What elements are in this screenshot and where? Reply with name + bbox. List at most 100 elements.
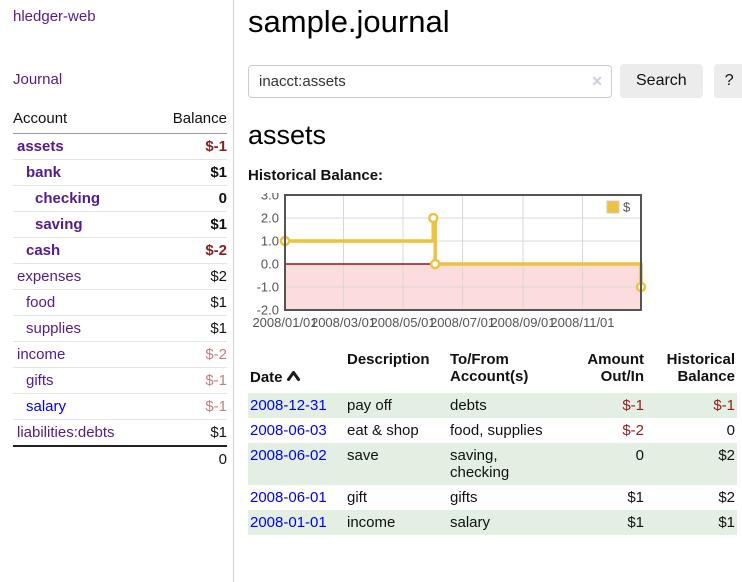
svg-text:0.0: 0.0 bbox=[261, 257, 279, 272]
svg-text:2.0: 2.0 bbox=[261, 211, 279, 226]
txn-balance: $2 bbox=[718, 447, 735, 464]
account-link[interactable]: checking bbox=[35, 190, 101, 207]
transaction-row: 2008-06-01 gift gifts $1 $2 bbox=[248, 485, 737, 510]
txn-header-amount[interactable]: Amount Out/In bbox=[587, 351, 644, 385]
account-row: income $-2 bbox=[13, 341, 227, 368]
app-title-link[interactable]: hledger-web bbox=[13, 8, 96, 25]
txn-header-date[interactable]: Date bbox=[248, 349, 345, 393]
txn-accounts: gifts bbox=[450, 489, 478, 506]
txn-header-accounts[interactable]: To/From Account(s) bbox=[450, 351, 529, 385]
txn-description: pay off bbox=[347, 397, 392, 414]
account-balance: $1 bbox=[152, 315, 227, 342]
page-title: sample.journal bbox=[248, 4, 450, 39]
svg-text:$: $ bbox=[623, 200, 631, 215]
txn-amount: 0 bbox=[635, 447, 644, 464]
txn-balance: $2 bbox=[718, 489, 735, 506]
chart-title: Historical Balance: bbox=[248, 167, 384, 184]
transaction-row: 2008-01-01 income salary $1 $1 bbox=[248, 510, 737, 535]
account-balance: $-1 bbox=[152, 367, 227, 394]
txn-description: gift bbox=[347, 489, 368, 506]
account-link[interactable]: income bbox=[17, 346, 66, 363]
txn-header-description[interactable]: Description bbox=[347, 351, 430, 368]
account-row: food $1 bbox=[13, 289, 227, 316]
txn-date-link[interactable]: 2008-01-01 bbox=[250, 514, 327, 531]
historical-balance-chart: $3.0 2.0 1.0 0.0 -1.0 -2.0 2008/01/01 2008/03/0… bbox=[248, 193, 648, 335]
svg-text:2008/09/01: 2008/09/01 bbox=[490, 315, 555, 330]
sort-asc-icon bbox=[286, 368, 300, 385]
chart-legend: $ bbox=[606, 200, 631, 215]
search-box: ✕ bbox=[248, 64, 612, 98]
account-link[interactable]: salary bbox=[26, 398, 67, 415]
txn-amount: $-2 bbox=[622, 422, 644, 439]
accounts-table: Account Balance assets $-1 bank $1 checking 0… bbox=[13, 106, 227, 472]
txn-accounts: salary bbox=[450, 514, 491, 531]
help-button[interactable]: ? bbox=[713, 64, 742, 98]
search-button[interactable]: Search bbox=[620, 64, 703, 98]
account-balance: $-2 bbox=[152, 237, 227, 264]
txn-date-link[interactable]: 2008-06-01 bbox=[250, 489, 327, 506]
search-form: ✕ Search ? bbox=[248, 64, 742, 98]
txn-description: income bbox=[347, 514, 396, 531]
account-link[interactable]: gifts bbox=[26, 372, 54, 389]
txn-balance: $1 bbox=[718, 514, 735, 531]
account-link[interactable]: saving bbox=[35, 216, 83, 233]
account-balance: $1 bbox=[152, 211, 227, 238]
sidebar-item-journal[interactable]: Journal bbox=[13, 71, 63, 88]
txn-amount: $1 bbox=[627, 514, 644, 531]
accounts-total-row: 0 bbox=[13, 445, 227, 472]
account-link[interactable]: bank bbox=[26, 164, 62, 181]
account-link[interactable]: food bbox=[26, 294, 56, 311]
account-link[interactable]: assets bbox=[17, 138, 64, 155]
txn-amount: $-1 bbox=[622, 397, 644, 414]
clear-search-icon[interactable]: ✕ bbox=[591, 72, 603, 89]
txn-balance: $-1 bbox=[713, 397, 735, 414]
txn-header-balance[interactable]: Historical Balance bbox=[666, 351, 735, 385]
data-point-marker bbox=[429, 258, 441, 270]
accounts-total-balance: 0 bbox=[152, 445, 227, 472]
account-balance: $1 bbox=[152, 289, 227, 316]
transaction-row: 2008-12-31 pay off debts $-1 $-1 bbox=[248, 393, 737, 418]
account-balance: 0 bbox=[152, 185, 227, 212]
account-row: saving $1 bbox=[13, 211, 227, 238]
transaction-row: 2008-06-02 save saving, checking 0 $2 bbox=[248, 443, 737, 485]
account-row: assets $-1 bbox=[13, 134, 227, 160]
txn-accounts: food, supplies bbox=[450, 422, 543, 439]
sidebar: hledger-web Journal Account Balance asse… bbox=[0, 0, 234, 582]
svg-text:2008/01/01: 2008/01/01 bbox=[252, 315, 317, 330]
account-balance: $-1 bbox=[152, 393, 227, 420]
txn-amount: $1 bbox=[627, 489, 644, 506]
account-row: bank $1 bbox=[13, 159, 227, 186]
data-point-marker bbox=[428, 212, 439, 224]
txn-date-link[interactable]: 2008-06-03 bbox=[250, 422, 327, 439]
txn-date-link[interactable]: 2008-06-02 bbox=[250, 447, 327, 464]
account-row: gifts $-1 bbox=[13, 367, 227, 394]
account-heading: assets bbox=[248, 120, 327, 150]
txn-accounts: saving, checking bbox=[450, 447, 510, 481]
account-row: supplies $1 bbox=[13, 315, 227, 342]
transactions-table: Date Description To/From Account(s) Amou… bbox=[248, 349, 737, 535]
account-row: cash $-2 bbox=[13, 237, 227, 264]
svg-text:2008/03/01: 2008/03/01 bbox=[311, 315, 376, 330]
svg-text:2008/11/01: 2008/11/01 bbox=[550, 315, 614, 330]
account-link[interactable]: cash bbox=[26, 242, 61, 259]
account-link[interactable]: supplies bbox=[26, 320, 82, 337]
svg-text:-1.0: -1.0 bbox=[257, 280, 279, 295]
account-balance: $-1 bbox=[205, 138, 227, 155]
account-link[interactable]: expenses bbox=[17, 268, 82, 285]
svg-text:3.0: 3.0 bbox=[261, 193, 279, 203]
account-link[interactable]: liabilities:debts bbox=[17, 424, 115, 441]
txn-date-link[interactable]: 2008-12-31 bbox=[250, 397, 327, 414]
svg-text:1.0: 1.0 bbox=[261, 234, 279, 249]
txn-balance: 0 bbox=[726, 422, 735, 439]
account-balance: $2 bbox=[152, 263, 227, 290]
search-input[interactable] bbox=[248, 64, 612, 98]
svg-text:2008/07/01: 2008/07/01 bbox=[430, 315, 495, 330]
account-balance: $-2 bbox=[152, 341, 227, 368]
svg-text:-2.0: -2.0 bbox=[257, 303, 279, 318]
account-row: expenses $2 bbox=[13, 263, 227, 290]
txn-description: save bbox=[347, 447, 379, 464]
svg-text:2008/05/01: 2008/05/01 bbox=[370, 315, 435, 330]
accounts-header-balance: Balance bbox=[152, 106, 227, 134]
account-row: salary $-1 bbox=[13, 393, 227, 420]
